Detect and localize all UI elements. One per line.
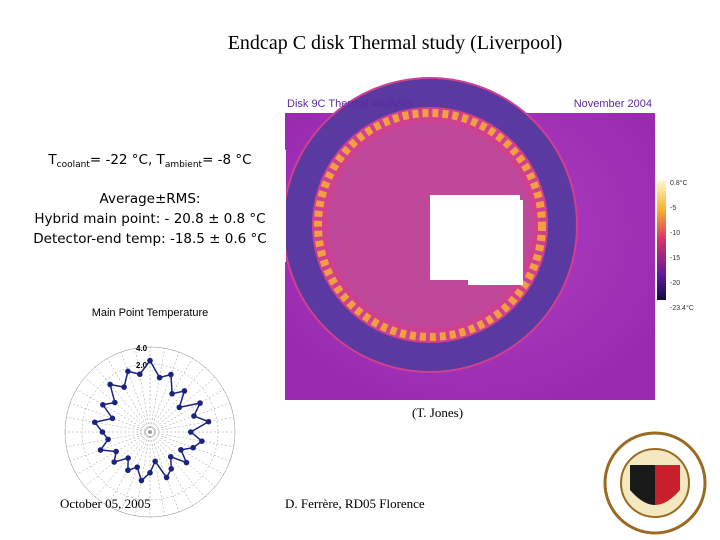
radar-point xyxy=(111,459,117,465)
text-box: Tcoolant= -22 °C, Tambient= -8 °C Averag… xyxy=(14,150,286,262)
scale-label: -20 xyxy=(670,280,680,287)
footer-author: D. Ferrère, RD05 Florence xyxy=(285,496,425,511)
radar-point xyxy=(191,413,197,419)
radar-point xyxy=(138,477,145,484)
radar-chart: Main Point Temperature 4.0 2.0 xyxy=(64,307,236,518)
text: = -8 °C xyxy=(202,152,252,168)
radar-point xyxy=(176,404,183,411)
radar-point xyxy=(99,429,106,435)
subscript: coolant xyxy=(56,160,90,170)
line: Detector-end temp: -18.5 ± 0.6 °C xyxy=(33,231,267,247)
subscript: ambient xyxy=(164,160,203,170)
image-date: November 2004 xyxy=(574,98,652,110)
radar-point xyxy=(112,399,118,406)
text: = -22 °C, T xyxy=(89,152,165,168)
radar-point xyxy=(125,455,131,461)
radar-point xyxy=(137,371,143,378)
radar-point xyxy=(107,381,113,388)
radar-point xyxy=(125,467,131,474)
text: T xyxy=(48,152,57,168)
radar-point xyxy=(113,448,119,455)
scale-label: -23.4°C xyxy=(670,304,694,312)
radar-point xyxy=(121,384,127,390)
thermal-texts: Disk 9C Thermal Analysis November 2004 0… xyxy=(287,98,694,312)
radar-point xyxy=(169,390,175,397)
r-tick-label: 4.0 xyxy=(136,344,148,353)
radar-point xyxy=(100,402,106,408)
footer-date: October 05, 2005 xyxy=(60,496,151,511)
radar-point xyxy=(181,388,188,394)
heading: Average±RMS: xyxy=(99,191,201,207)
radar-point xyxy=(190,444,196,451)
scale-label: -15 xyxy=(670,255,680,262)
radar-point xyxy=(147,357,153,364)
line: Hybrid main point: - 20.8 ± 0.8 °C xyxy=(34,211,266,227)
grid-ring xyxy=(81,363,219,501)
image-title: Disk 9C Thermal Analysis xyxy=(287,98,413,110)
radar-point xyxy=(147,470,153,476)
slide-title: Endcap C disk Thermal study (Liverpool) xyxy=(227,32,563,54)
radar-point xyxy=(205,418,212,425)
grid-ring xyxy=(64,346,236,518)
radar-point xyxy=(168,371,174,378)
radar-point xyxy=(105,436,111,443)
radar-point xyxy=(167,453,174,460)
radar-point xyxy=(178,447,184,453)
radar-point xyxy=(125,368,131,375)
radar-point xyxy=(183,459,190,466)
credit: (T. Jones) xyxy=(412,405,464,420)
radar-point xyxy=(97,447,104,453)
scale-label: -5 xyxy=(670,205,676,212)
chart-title: Main Point Temperature xyxy=(92,307,209,319)
conditions: Tcoolant= -22 °C, Tambient= -8 °C xyxy=(14,150,286,175)
radar-point xyxy=(168,466,175,472)
radar-point xyxy=(134,464,141,470)
r-tick-label: 2.0 xyxy=(136,361,148,370)
scale-label: 0.8°C xyxy=(670,179,688,187)
radar-point xyxy=(188,429,194,435)
radar-point xyxy=(199,438,205,444)
radar-point xyxy=(152,458,158,465)
thermal-image xyxy=(282,77,690,400)
scale-label: -10 xyxy=(670,230,680,237)
radar-point xyxy=(156,374,163,381)
spoke xyxy=(149,431,180,512)
spoke xyxy=(149,402,230,433)
radar-point xyxy=(109,415,116,422)
radar-point xyxy=(91,419,98,426)
radar-point xyxy=(163,474,170,481)
logo xyxy=(603,431,707,535)
radar-point xyxy=(197,400,203,406)
